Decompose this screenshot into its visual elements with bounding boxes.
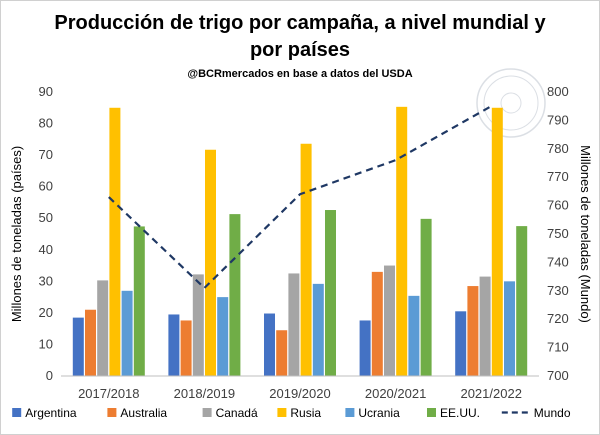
- legend-label: Australia: [120, 406, 167, 420]
- chart-subtitle: @BCRmercados en base a datos del USDA: [187, 68, 412, 80]
- bar-ucrania: [121, 290, 133, 376]
- legend-item-mundo: Mundo: [501, 406, 571, 420]
- chart-title-line-1: Producción de trigo por campaña, a nivel…: [54, 12, 546, 34]
- y2-tick-label: 750: [547, 226, 569, 241]
- bar-australia: [371, 271, 383, 376]
- bar-argentina: [359, 320, 371, 376]
- y2-tick-label: 710: [547, 340, 569, 355]
- y-tick-label: 50: [39, 210, 53, 225]
- legend-item-ucrania: Ucrania: [345, 406, 400, 420]
- bar-australia: [467, 286, 479, 376]
- legend-item-rusia: Rusia: [277, 406, 321, 420]
- y-tick-label: 90: [39, 84, 53, 99]
- bar-rusia: [300, 143, 312, 376]
- y2-tick-label: 800: [547, 84, 569, 99]
- x-tick-label: 2019/2020: [269, 386, 330, 401]
- bar-ucrania: [504, 281, 515, 376]
- bar-canad-: [479, 276, 491, 376]
- legend-swatch: [12, 408, 22, 417]
- legend-label: Canadá: [216, 406, 258, 420]
- y-axis-title: Millones de toneladas (países): [9, 146, 24, 322]
- legend-label: Rusia: [290, 406, 321, 420]
- x-tick-label: 2021/2022: [460, 386, 521, 401]
- y2-tick-label: 700: [547, 368, 569, 383]
- bar-canad-: [192, 274, 204, 376]
- legend-item-canad-: Canadá: [202, 406, 258, 420]
- bar-rusia: [396, 106, 408, 376]
- bar-australia: [85, 309, 96, 376]
- legend-item-argentina: Argentina: [12, 406, 77, 420]
- world-production-line: [108, 105, 492, 290]
- legend-label: Mundo: [534, 406, 571, 420]
- y2-tick-label: 780: [547, 141, 569, 156]
- x-tick-label: 2018/2019: [174, 386, 235, 401]
- seal-watermark: [476, 68, 546, 138]
- x-tick-label: 2020/2021: [365, 386, 426, 401]
- bar-canad-: [97, 280, 109, 376]
- bar-rusia: [491, 107, 503, 377]
- bar-canad-: [384, 265, 395, 376]
- y2-tick-label: 770: [547, 169, 569, 184]
- legend-label: EE.UU.: [440, 406, 480, 420]
- y2-tick-label: 790: [547, 112, 569, 127]
- y2-axis-title: Millones de toneladas (Mundo): [578, 145, 593, 323]
- y2-tick-label: 720: [547, 311, 569, 326]
- bar-ee-uu-: [133, 226, 145, 376]
- legend-swatch: [202, 408, 212, 417]
- bar-rusia: [109, 107, 121, 377]
- legend: Argentina Australia Canadá Rusia Ucrania EE.U…: [12, 406, 571, 420]
- bar-ee-uu-: [229, 214, 241, 376]
- bars-layer: [72, 106, 528, 377]
- chart-title-line-2: por países: [250, 39, 350, 61]
- y-tick-label: 30: [39, 273, 53, 288]
- bar-argentina: [72, 317, 84, 376]
- y2-tick-label: 730: [547, 283, 569, 298]
- legend-item-ee-uu-: EE.UU.: [427, 406, 480, 420]
- legend-swatch: [277, 408, 287, 417]
- bar-argentina: [264, 313, 275, 376]
- bar-australia: [180, 320, 192, 376]
- y-tick-label: 60: [39, 179, 53, 194]
- bar-argentina: [168, 314, 180, 376]
- y-tick-label: 10: [39, 336, 53, 351]
- bar-ee-uu-: [420, 218, 432, 376]
- axes-layer: 0 10 20 30 40 50 60 70 80 90 700 710 720 730 740 750 760…: [39, 84, 569, 401]
- bar-ucrania: [408, 295, 420, 376]
- y-tick-label: 20: [39, 305, 53, 320]
- bar-rusia: [205, 149, 216, 376]
- legend-label: Argentina: [25, 406, 77, 420]
- bar-argentina: [455, 311, 467, 376]
- y-tick-label: 80: [39, 116, 53, 131]
- bar-australia: [276, 330, 288, 376]
- legend-swatch: [427, 408, 436, 417]
- legend-swatch: [345, 408, 355, 417]
- y-tick-label: 70: [39, 147, 53, 162]
- legend-label: Ucrania: [358, 406, 400, 420]
- y2-tick-label: 740: [547, 254, 569, 269]
- bar-ee-uu-: [325, 210, 336, 376]
- y-tick-label: 0: [46, 368, 53, 383]
- x-tick-label: 2017/2018: [78, 386, 139, 401]
- bar-canad-: [288, 273, 300, 376]
- bar-ee-uu-: [516, 226, 528, 376]
- bar-ucrania: [312, 283, 324, 376]
- legend-item-australia: Australia: [107, 406, 167, 420]
- bar-ucrania: [217, 297, 229, 376]
- world-line-layer: [108, 105, 492, 290]
- legend-swatch: [107, 408, 117, 417]
- y-tick-label: 40: [39, 242, 53, 257]
- y2-tick-label: 760: [547, 198, 569, 213]
